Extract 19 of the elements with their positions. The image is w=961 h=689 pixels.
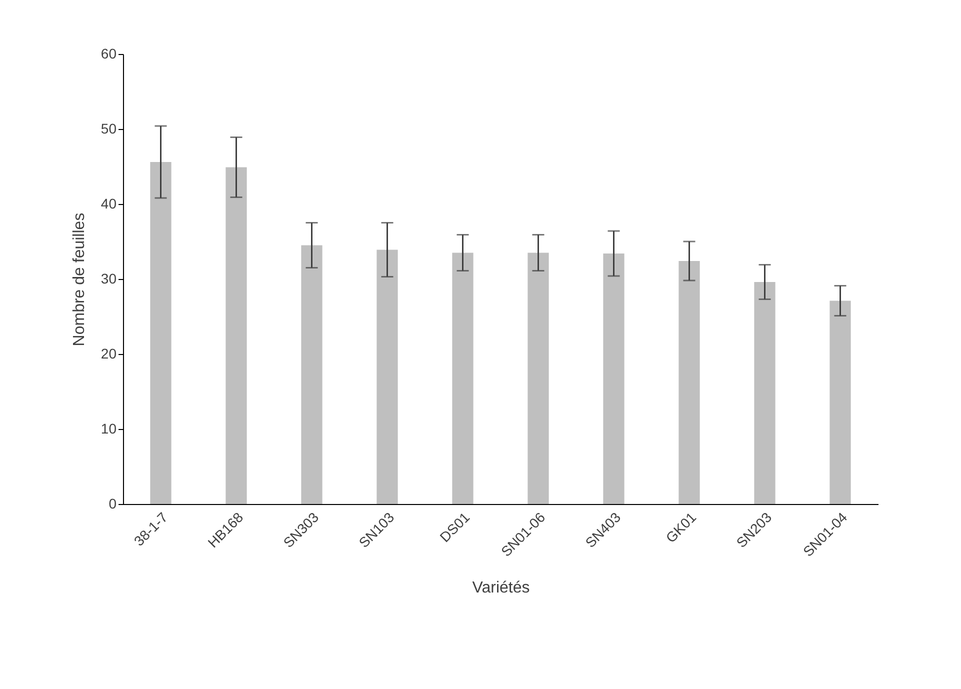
bar: [830, 300, 851, 504]
bar: [150, 162, 172, 504]
y-tick-label: 30: [100, 270, 117, 286]
bar: [754, 282, 776, 504]
y-axis-title: Nombre de feuilles: [70, 212, 88, 346]
bar: [678, 261, 700, 504]
x-axis-title: Variétés: [472, 579, 530, 596]
bar: [528, 252, 549, 504]
bar: [452, 252, 474, 504]
y-tick-label: 60: [100, 46, 117, 62]
y-tick-label: 0: [108, 496, 117, 512]
bar: [603, 254, 624, 504]
bar: [301, 245, 322, 504]
y-tick-label: 20: [100, 346, 117, 362]
bar: [376, 250, 398, 504]
bar: [226, 167, 247, 504]
y-tick-label: 10: [100, 420, 117, 436]
y-tick-label: 40: [100, 196, 117, 212]
y-tick-label: 50: [100, 120, 117, 136]
